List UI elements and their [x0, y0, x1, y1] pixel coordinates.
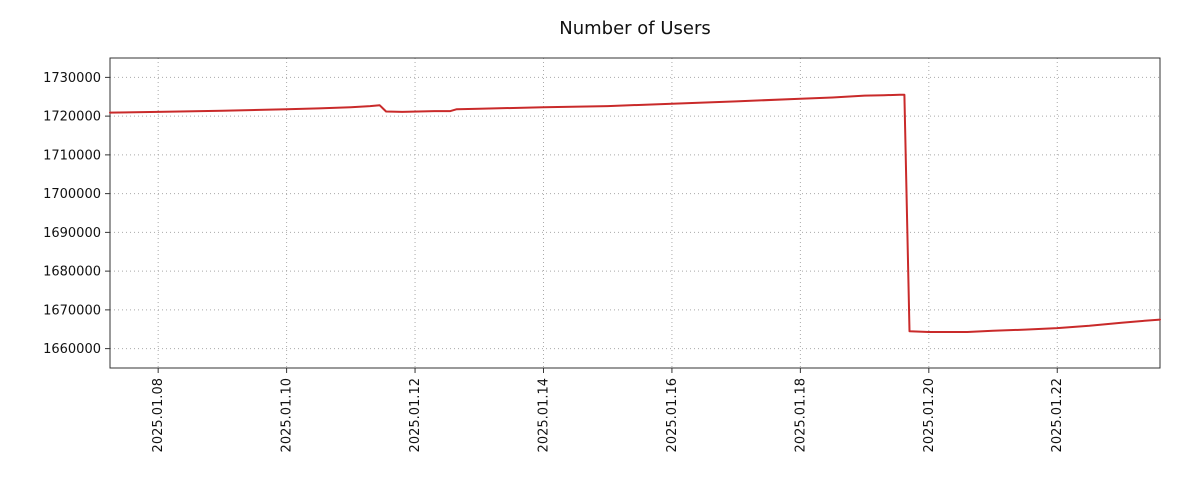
x-tick-label: 2025.01.10 — [280, 378, 295, 452]
plot-border — [109, 57, 1161, 369]
y-tick-label: 1730000 — [43, 71, 101, 86]
y-tick-label: 1670000 — [43, 303, 101, 318]
y-tick-label: 1660000 — [43, 342, 101, 357]
y-tick-label: 1720000 — [43, 110, 101, 125]
chart-title: Number of Users — [559, 18, 711, 39]
y-tick-label: 1700000 — [43, 187, 101, 202]
x-tick-label: 2025.01.22 — [1050, 378, 1065, 452]
x-tick-label: 2025.01.08 — [151, 378, 166, 452]
y-tick-label: 1680000 — [43, 265, 101, 280]
plot-area: 2025.01.08 2025.01.10 2025.01.12 2025.01.14… — [43, 57, 1161, 452]
y-tick-label: 1690000 — [43, 226, 101, 241]
x-tick-label: 2025.01.12 — [408, 378, 423, 452]
x-tick-label: 2025.01.20 — [922, 378, 937, 452]
x-tick-label: 2025.01.18 — [793, 378, 808, 452]
x-tick-label: 2025.01.14 — [536, 378, 551, 452]
series-line-users — [109, 93, 1161, 333]
y-tick-label: 1710000 — [43, 148, 101, 163]
x-tick-label: 2025.01.16 — [665, 378, 680, 452]
